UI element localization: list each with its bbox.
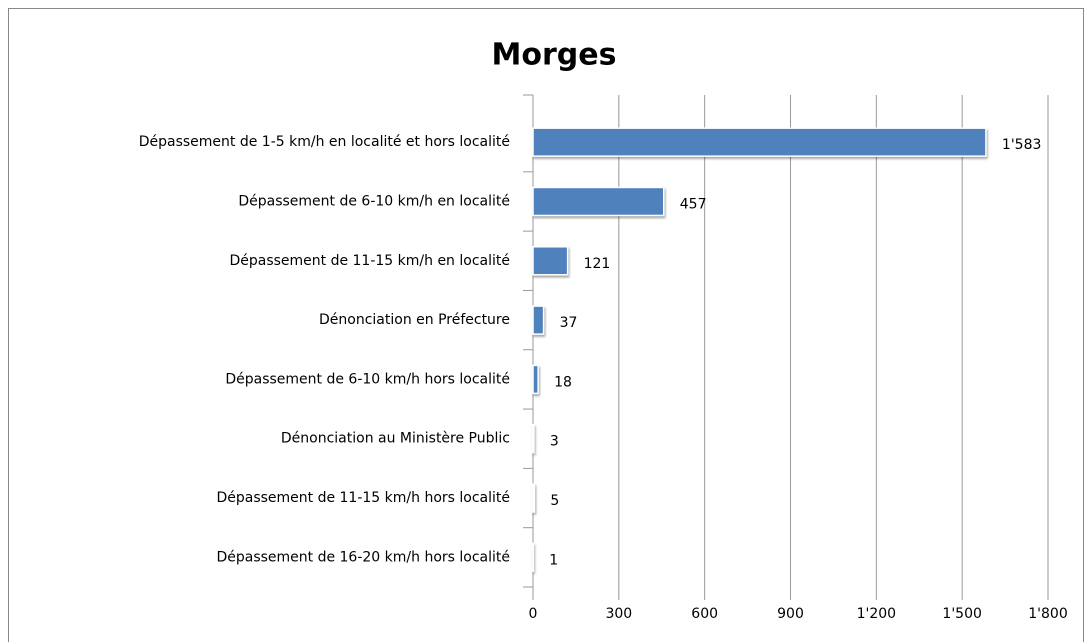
y-tick-label: Dépassement de 16-20 km/h hors localité	[216, 549, 510, 565]
bar	[532, 364, 539, 395]
bar	[532, 246, 569, 276]
y-tick-label: Dépassement de 1-5 km/h en localité et h…	[139, 134, 510, 150]
x-tick-label: 1'500	[942, 606, 981, 622]
y-tick-label: Dépassement de 11-15 km/h hors localité	[216, 490, 510, 506]
data-label: 3	[550, 434, 559, 450]
y-tick-label: Dépassement de 6-10 km/h en localité	[238, 193, 510, 209]
bar	[532, 127, 987, 157]
data-label: 121	[584, 256, 611, 272]
data-label: 457	[680, 196, 707, 212]
bar	[532, 483, 536, 513]
x-tick-label: 1'800	[1028, 606, 1067, 622]
data-label: 1'583	[1002, 137, 1041, 153]
x-tick-label: 0	[529, 606, 538, 622]
chart-title: Morges	[492, 38, 617, 73]
data-label: 37	[560, 315, 578, 331]
data-label: 5	[550, 493, 559, 509]
chart-frame	[8, 8, 1084, 642]
y-tick-label: Dénonciation au Ministère Public	[281, 431, 510, 447]
y-tick-label: Dénonciation en Préfecture	[319, 312, 510, 328]
x-tick-label: 600	[691, 606, 718, 622]
data-label: 1	[549, 552, 558, 568]
bar	[532, 423, 535, 454]
bar	[532, 186, 665, 217]
y-tick-label: Dépassement de 11-15 km/h en localité	[229, 253, 510, 269]
y-tick-label: Dépassement de 6-10 km/h hors localité	[225, 371, 510, 387]
x-tick-label: 1'200	[857, 606, 896, 622]
data-label: 18	[554, 374, 572, 390]
bar	[532, 305, 545, 335]
x-tick-label: 900	[777, 606, 804, 622]
x-tick-label: 300	[605, 606, 632, 622]
